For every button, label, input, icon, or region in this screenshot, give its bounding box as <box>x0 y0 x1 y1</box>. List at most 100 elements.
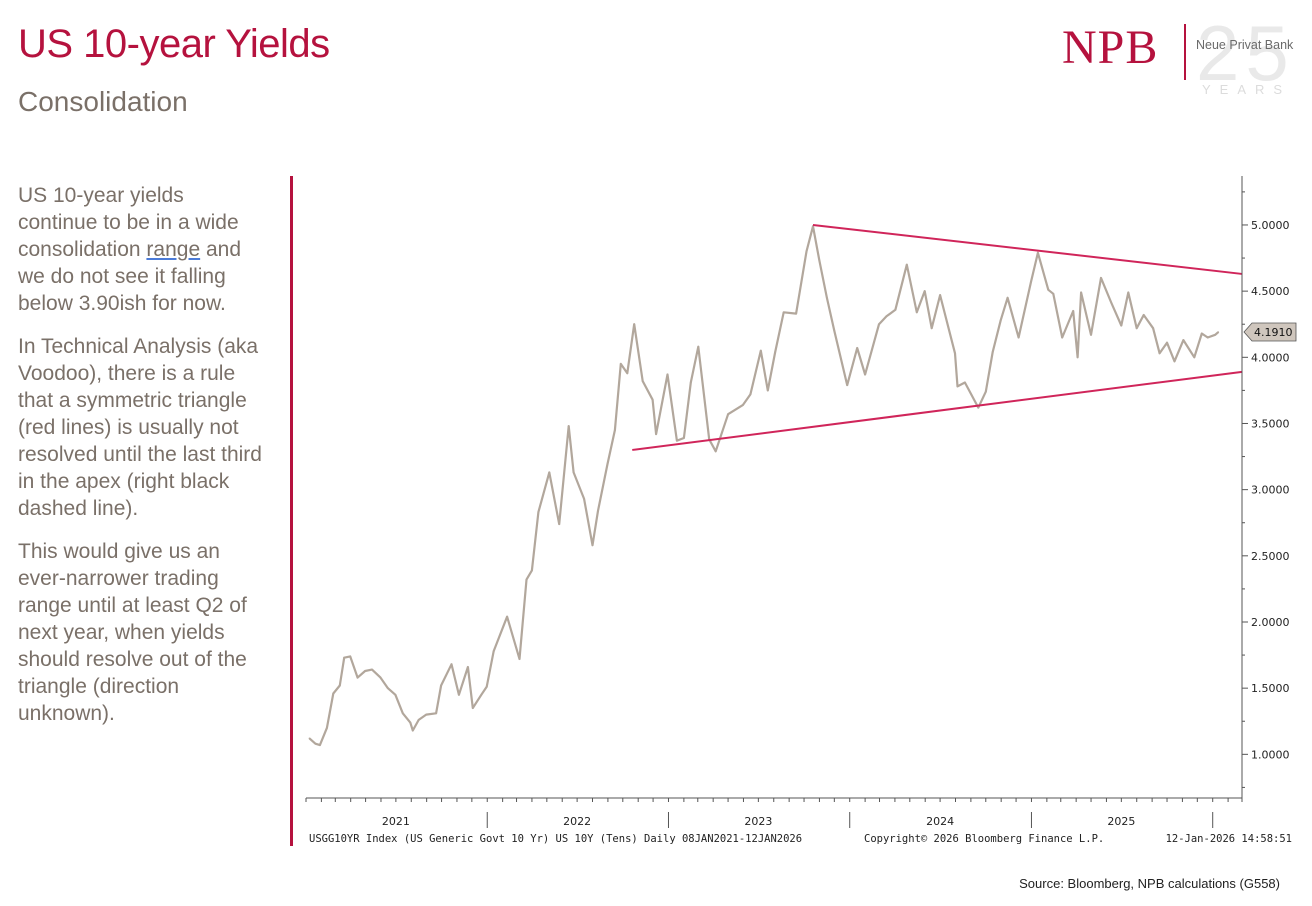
yield-point <box>343 656 346 659</box>
yield-series-line <box>308 225 1219 747</box>
yield-point <box>984 390 987 393</box>
yield-point <box>818 259 821 262</box>
yield-point <box>676 439 678 442</box>
yield-point <box>319 744 321 746</box>
yield-point <box>440 684 442 687</box>
yield-point <box>349 655 352 658</box>
yield-point <box>1090 333 1092 336</box>
yield-point <box>537 511 540 513</box>
yield-point <box>1135 327 1138 330</box>
yield-point <box>1076 356 1079 359</box>
yield-point <box>1080 291 1082 294</box>
yield-point <box>846 384 849 386</box>
label-layer: USGG10YR Index (US Generic Govt 10 Yr) U… <box>309 322 1297 845</box>
yield-point <box>364 670 366 672</box>
yield-point <box>1200 332 1203 335</box>
yield-point <box>411 729 414 732</box>
yield-point <box>1047 288 1050 291</box>
yield-point <box>525 578 528 581</box>
yield-point <box>518 658 521 660</box>
yield-point <box>856 347 859 349</box>
yield-point <box>1158 352 1161 355</box>
npb-logo: 25 YEARS NPB Neue Privat Bank <box>1062 9 1302 100</box>
yield-point <box>1100 277 1102 279</box>
yield-point <box>749 393 752 396</box>
yield-point <box>930 327 933 330</box>
y-tick-label: 4.5000 <box>1251 285 1290 298</box>
yield-point <box>332 692 335 695</box>
yield-point <box>356 676 359 679</box>
yield-point <box>991 351 994 353</box>
y-tick-label: 3.0000 <box>1251 484 1290 497</box>
yield-point <box>683 437 685 439</box>
yield-point <box>506 615 508 618</box>
yield-point <box>641 380 644 382</box>
yield-point <box>1217 331 1220 334</box>
y-tick-label: 4.0000 <box>1251 351 1290 364</box>
yield-point <box>915 311 918 314</box>
y-tick-label: 2.5000 <box>1251 550 1290 563</box>
yield-point <box>782 311 785 314</box>
yield-point <box>939 294 941 296</box>
yield-point <box>697 345 700 348</box>
logo-letters: NPB <box>1062 21 1159 74</box>
yield-point <box>531 569 533 572</box>
yield-point <box>597 509 599 512</box>
yield-point <box>572 471 575 474</box>
commentary-paragraph-3: This would give us an ever-narrower trad… <box>18 540 247 725</box>
commentary-text: US 10-year yields continue to be in a wi… <box>18 184 239 261</box>
last-value-tag <box>1243 322 1297 342</box>
yield-point <box>1206 336 1209 339</box>
logo-bank-name: Neue Privat Bank <box>1196 38 1294 52</box>
yield-point <box>425 713 428 716</box>
x-tick-label: 2023 <box>744 815 772 828</box>
yield-point <box>558 523 561 525</box>
anniversary-mark: 25 <box>1196 9 1295 97</box>
yield-point <box>1214 333 1217 336</box>
yield-point <box>480 693 483 696</box>
yield-point <box>450 663 453 666</box>
commentary-panel: US 10-year yields continue to be in a wi… <box>18 182 268 743</box>
yield-point <box>379 676 382 679</box>
source-note: Source: Bloomberg, NPB calculations (G55… <box>1019 876 1280 891</box>
yield-point <box>826 296 828 299</box>
yield-point <box>878 323 880 326</box>
yield-point <box>977 406 980 409</box>
yield-point <box>1166 341 1168 344</box>
yield-point <box>1152 327 1154 330</box>
yield-point <box>1193 356 1196 359</box>
yield-point <box>905 263 908 266</box>
yield-point <box>338 684 341 687</box>
yield-point <box>387 687 389 690</box>
yield-point <box>458 693 460 696</box>
page-subtitle: Consolidation <box>18 86 188 117</box>
y-tick-label: 3.5000 <box>1251 417 1290 430</box>
triangle-lower-line <box>632 370 1243 451</box>
yield-point <box>885 315 888 318</box>
yield-point <box>1182 339 1185 341</box>
yield-point <box>417 719 420 721</box>
yield-point <box>833 329 836 332</box>
yield-point <box>485 685 488 688</box>
yield-point <box>492 650 495 652</box>
yield-point <box>548 471 551 474</box>
yield-point <box>766 389 769 392</box>
yield-point <box>1110 302 1113 304</box>
yield-point <box>1052 292 1055 295</box>
yield-point <box>371 668 373 671</box>
yield-point <box>308 737 311 740</box>
commentary-text: and we do not see it falling below 3.90i… <box>18 238 242 315</box>
yield-point <box>1017 336 1020 339</box>
y-tick-label: 5.0000 <box>1251 219 1290 232</box>
yield-point <box>1072 310 1075 312</box>
y-tick-label: 1.0000 <box>1251 748 1290 761</box>
yield-point <box>1030 281 1032 283</box>
range-link[interactable]: range <box>146 238 201 261</box>
yield-point <box>394 693 397 696</box>
yield-point <box>633 323 636 326</box>
yield-point <box>805 250 808 253</box>
yield-point <box>795 312 797 315</box>
yield-point <box>714 450 717 453</box>
axis-layer: 1.0000 1.5000 2.0000 2.5000 3.0000 3.5000 4.00… <box>305 176 1290 828</box>
